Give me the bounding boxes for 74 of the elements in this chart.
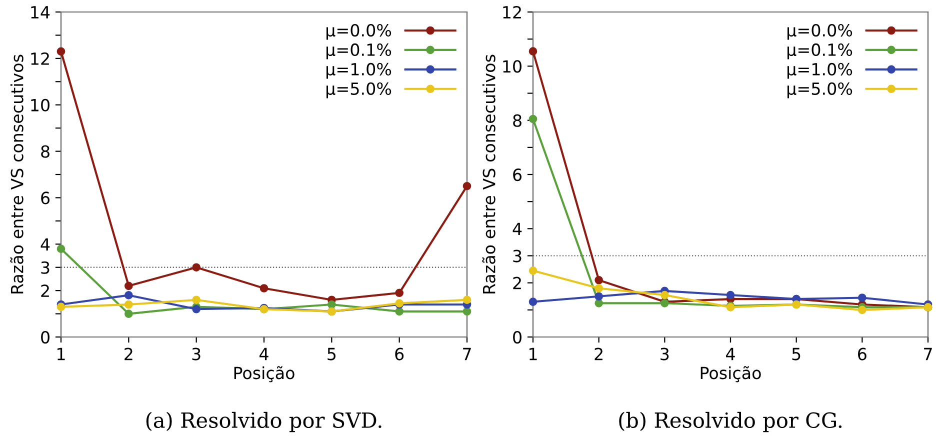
x-tick-label: 6 [858, 348, 866, 360]
legend-label: μ=0.0% [326, 24, 392, 40]
x-tick-label: 3 [660, 348, 669, 360]
y-tick-label: 2 [513, 276, 521, 290]
point [528, 114, 538, 124]
x-tick-label: 6 [395, 348, 404, 360]
point [462, 307, 472, 316]
point [528, 266, 538, 275]
point [594, 284, 603, 292]
x-tick-label: 4 [726, 348, 735, 360]
legend-label: μ=0.1% [788, 43, 852, 60]
point [395, 307, 404, 316]
text: (a) Resolvido por SVD. [146, 412, 382, 432]
point [124, 291, 133, 300]
y-tick-label: 0 [41, 330, 50, 344]
x-tick-label: 2 [124, 348, 132, 360]
point [192, 304, 200, 314]
point [660, 290, 669, 300]
point [56, 302, 66, 311]
y-tick-label: 12 [503, 6, 521, 18]
point [328, 300, 336, 309]
text: (b) Resolvido por CG. [619, 412, 842, 432]
y-tick-label: 3 [513, 250, 522, 262]
y-tick-label: 0 [513, 330, 522, 344]
point [462, 182, 472, 190]
x-tick-label: 7 [463, 348, 471, 360]
y-tick-label: 6 [41, 192, 50, 204]
point [528, 47, 538, 56]
y-tick-label: 4 [512, 222, 522, 235]
y-axis-title: Razão entre VS consecutivos [482, 54, 496, 294]
point [395, 288, 404, 298]
x-tick-label: 3 [192, 348, 200, 360]
y-axis-title: Razão entre VS consecutivos [10, 54, 24, 294]
x-axis-title: Posição [700, 366, 761, 382]
point [726, 290, 735, 300]
point [124, 282, 133, 290]
x-tick-label: 4 [260, 348, 268, 360]
x-axis-title: Posição [234, 366, 294, 382]
y-tick-label: 3 [41, 261, 50, 274]
x-tick-label: 1 [530, 348, 537, 360]
x-tick-label: 7 [924, 348, 932, 360]
point [192, 263, 200, 272]
x-tick-label: 5 [328, 348, 336, 360]
point [594, 298, 603, 308]
point [462, 296, 472, 304]
point [56, 47, 66, 56]
point [528, 298, 538, 306]
point [858, 306, 866, 314]
point [260, 284, 268, 292]
x-tick-label: 2 [594, 348, 602, 360]
y-tick-label: 8 [513, 114, 522, 127]
y-tick-label: 8 [41, 145, 50, 158]
point [124, 310, 133, 318]
y-tick-label: 10 [31, 98, 50, 112]
point [124, 300, 133, 309]
y-tick-label: 10 [503, 60, 522, 73]
legend-label: μ=5.0% [788, 82, 852, 98]
point [56, 244, 66, 253]
legend-label: μ=5.0% [326, 82, 392, 98]
legend-label: μ=0.0% [788, 24, 852, 40]
y-tick-label: 12 [31, 52, 49, 65]
y-tick-label: 2 [41, 284, 49, 297]
point [192, 296, 200, 304]
point [594, 292, 603, 301]
y-tick-label: 4 [40, 238, 50, 250]
legend-label: μ=1.0% [788, 62, 852, 79]
y-tick-label: 6 [513, 168, 522, 182]
point [594, 276, 603, 284]
x-tick-label: 1 [58, 348, 65, 360]
legend-label: μ=1.0% [326, 62, 392, 79]
point [858, 294, 866, 302]
x-tick-label: 5 [792, 348, 800, 360]
y-tick-label: 14 [31, 6, 50, 18]
legend-label: μ=0.1% [326, 43, 392, 60]
